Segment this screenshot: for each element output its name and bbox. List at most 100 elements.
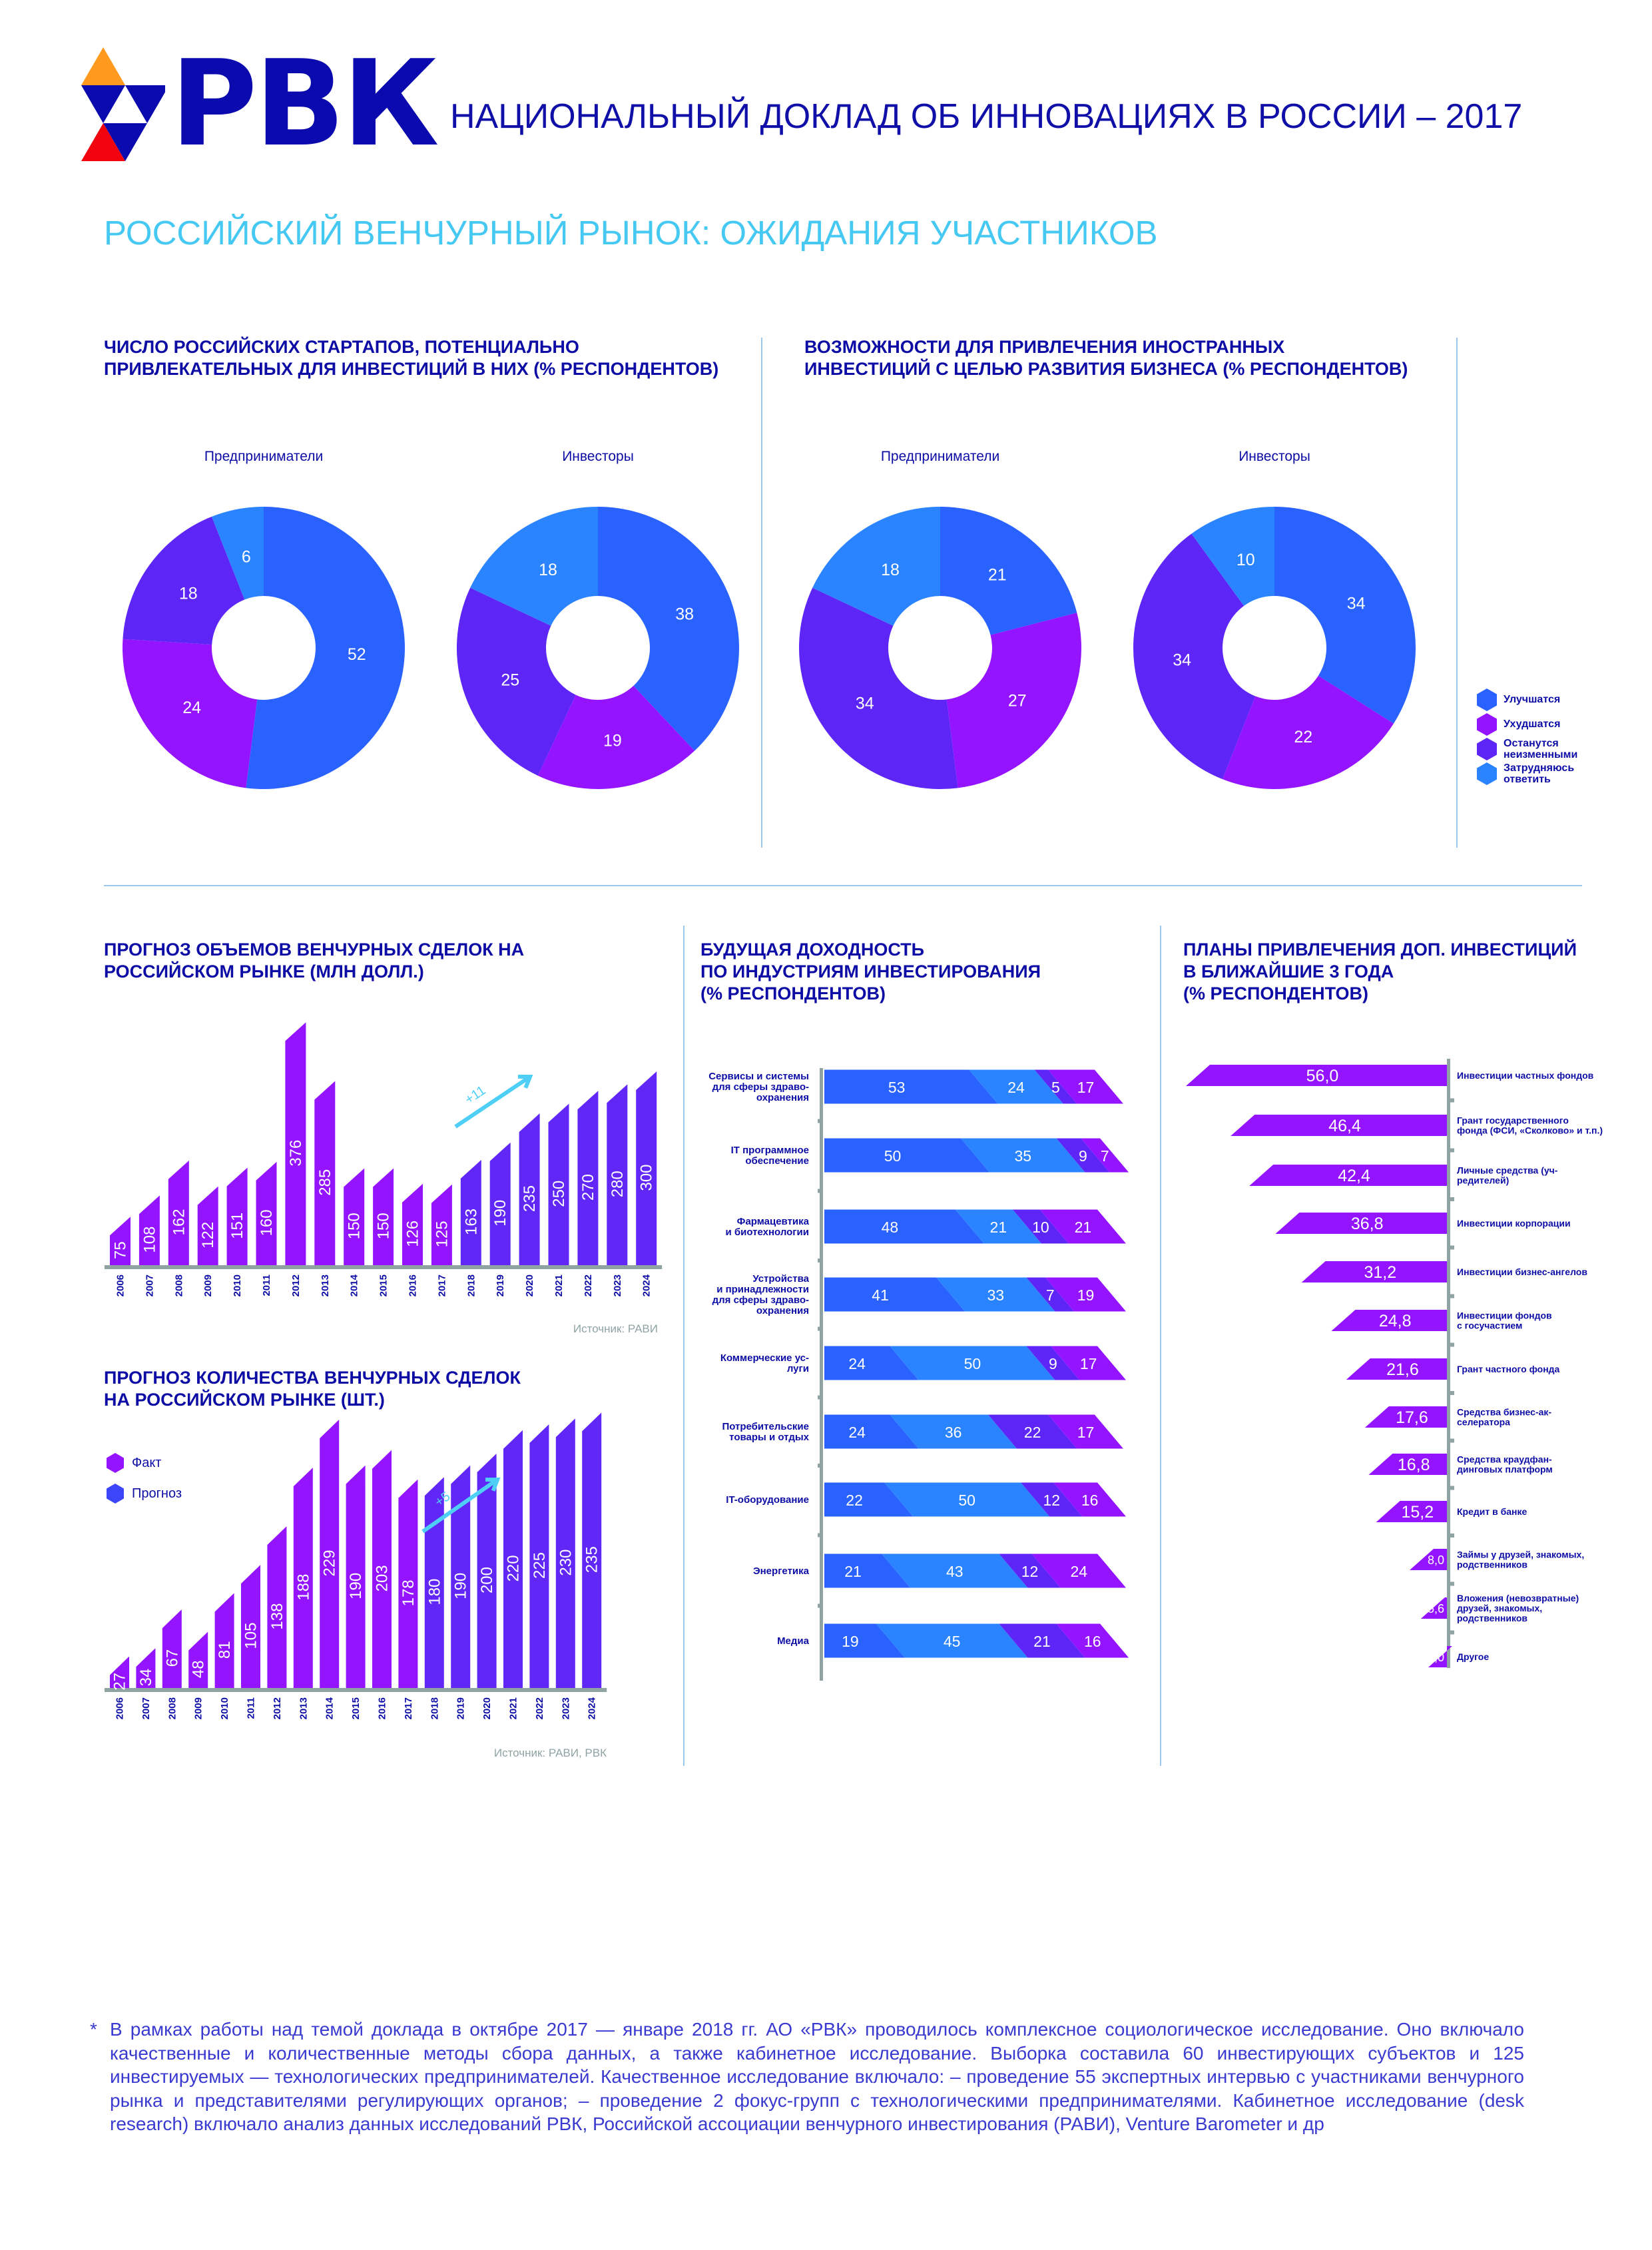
stacked-segment xyxy=(824,1069,998,1104)
segment-value-label: 7 xyxy=(1046,1286,1055,1304)
segment-value-label: 10 xyxy=(1032,1219,1049,1236)
title-line: БУДУЩАЯ ДОХОДНОСТЬ xyxy=(700,940,925,960)
donut-segment xyxy=(1133,533,1256,780)
fact-forecast-legend: Факт Прогноз xyxy=(107,1452,182,1505)
segment-value-label: 24 xyxy=(848,1355,866,1372)
stacked-segment xyxy=(999,1623,1085,1658)
segment-value-label: 16 xyxy=(1081,1492,1099,1509)
funding-source-label: Средства краудфан-динговых платформ xyxy=(1457,1454,1553,1475)
bar-value-label: 235 xyxy=(583,1546,601,1573)
year-tick-label: 2022 xyxy=(583,1274,594,1296)
segment-value-label: 24 xyxy=(1071,1563,1088,1580)
segment-value-label: 21 xyxy=(990,1219,1007,1236)
bar-value-label: 122 xyxy=(199,1222,217,1249)
bar xyxy=(548,1103,569,1265)
trend-arrow-icon xyxy=(454,1075,531,1129)
year-tick-label: 2008 xyxy=(173,1274,184,1296)
stacked-segment xyxy=(824,1346,919,1380)
year-tick-label: 2015 xyxy=(350,1697,362,1719)
industry-label: Потребительские товары и отдых xyxy=(722,1421,809,1443)
funding-source-label: Средства бизнес-ак-селератора xyxy=(1457,1407,1551,1428)
stacked-segment xyxy=(884,1482,1050,1517)
bar-value-label: 160 xyxy=(258,1209,276,1236)
year-tick-label: 2012 xyxy=(272,1697,283,1719)
bar-value-label: 138 xyxy=(268,1603,286,1630)
donut-segment xyxy=(1274,507,1416,724)
bar-value-label: 225 xyxy=(531,1552,549,1579)
segment-value-label: 24 xyxy=(848,1424,866,1441)
donut-value-label: 18 xyxy=(179,585,198,603)
stacked-segment xyxy=(1012,1209,1069,1244)
year-tick-label: 2011 xyxy=(261,1274,272,1296)
segment-value-label: 7 xyxy=(1101,1147,1109,1165)
funding-source-label: Инвестиции корпорации xyxy=(1457,1218,1571,1229)
y-axis-line xyxy=(820,1068,823,1681)
year-tick-label: 2021 xyxy=(553,1274,565,1296)
segment-value-label: 50 xyxy=(964,1355,981,1372)
stacked-segment xyxy=(824,1209,984,1244)
bar-value-label: 4,0 xyxy=(1428,1651,1444,1664)
donut-value-label: 21 xyxy=(988,565,1007,584)
title-line: ЧИСЛО РОССИЙСКИХ СТАРТАПОВ, ПОТЕНЦИАЛЬНО xyxy=(104,337,579,357)
axis-tick xyxy=(818,1603,822,1608)
x-axis-line xyxy=(105,1688,607,1692)
bar xyxy=(398,1479,418,1688)
segment-value-label: 43 xyxy=(946,1563,964,1580)
bar xyxy=(346,1465,366,1688)
year-tick-label: 2007 xyxy=(144,1274,155,1296)
stacked-segment xyxy=(1034,1069,1077,1104)
segment-value-label: 36 xyxy=(945,1424,962,1441)
bar-value-label: 190 xyxy=(452,1573,470,1599)
stacked-segment xyxy=(1026,1346,1080,1380)
industry-label: Медиа xyxy=(777,1635,810,1647)
stacked-segment xyxy=(824,1138,989,1173)
year-tick-label: 2020 xyxy=(481,1697,493,1719)
bar xyxy=(110,1656,129,1688)
bar-value-label: 16,8 xyxy=(1398,1456,1430,1474)
source-note: Источник: РАВИ xyxy=(573,1322,658,1335)
bar-value-label: 34 xyxy=(137,1669,155,1687)
bar-value-label: 36,8 xyxy=(1351,1215,1384,1233)
stacked-segment xyxy=(1051,1346,1126,1380)
bar-value-label: 220 xyxy=(505,1555,523,1581)
donut-value-label: 38 xyxy=(675,605,694,623)
funding-source-label: Инвестиции фондов с госучастием xyxy=(1457,1310,1552,1331)
bar-value-label: 178 xyxy=(400,1579,417,1606)
segment-value-label: 5 xyxy=(1051,1079,1060,1096)
arrow-head-icon xyxy=(485,1477,501,1492)
donut-value-label: 10 xyxy=(1237,551,1255,569)
bar-value-label: 81 xyxy=(216,1641,234,1659)
donut-value-label: 6 xyxy=(242,547,251,566)
bar xyxy=(451,1465,471,1688)
stacked-segment xyxy=(824,1482,914,1517)
legend-item-fact: Факт xyxy=(107,1452,182,1474)
bar-value-label: 151 xyxy=(228,1213,246,1239)
divider xyxy=(761,338,762,848)
stacked-segment xyxy=(999,1553,1061,1588)
funding-source-label: Займы у друзей, знакомых, родственников xyxy=(1457,1549,1584,1570)
year-tick-label: 2021 xyxy=(508,1697,519,1719)
bar-value-label: 188 xyxy=(294,1574,312,1601)
stacked-segment xyxy=(1056,1623,1129,1658)
donut-segment xyxy=(211,507,264,600)
year-tick-label: 2024 xyxy=(587,1697,598,1719)
bar-value-label: 108 xyxy=(140,1227,158,1253)
bar-value-label: 150 xyxy=(346,1213,364,1239)
year-tick-label: 2017 xyxy=(403,1697,414,1719)
section-title: РОССИЙСКИЙ ВЕНЧУРНЫЙ РЫНОК: ОЖИДАНИЯ УЧА… xyxy=(104,214,1158,252)
bar-value-label: 230 xyxy=(557,1549,575,1576)
segment-value-label: 21 xyxy=(1075,1219,1092,1236)
stacked-segment xyxy=(890,1346,1055,1380)
year-tick-label: 2024 xyxy=(641,1274,653,1296)
donut-segment xyxy=(799,587,958,789)
industry-label: Энергетика xyxy=(753,1565,810,1577)
segment-value-label: 50 xyxy=(884,1147,902,1165)
segment-value-label: 45 xyxy=(944,1633,961,1650)
donut-segment xyxy=(598,507,740,751)
legend-label: Ухудшатся xyxy=(1504,718,1561,730)
bar xyxy=(607,1084,628,1265)
startups-chart-title: ЧИСЛО РОССИЙСКИХ СТАРТАПОВ, ПОТЕНЦИАЛЬНО… xyxy=(104,336,718,380)
stacked-segment xyxy=(969,1069,1063,1104)
segment-value-label: 22 xyxy=(1024,1424,1041,1441)
